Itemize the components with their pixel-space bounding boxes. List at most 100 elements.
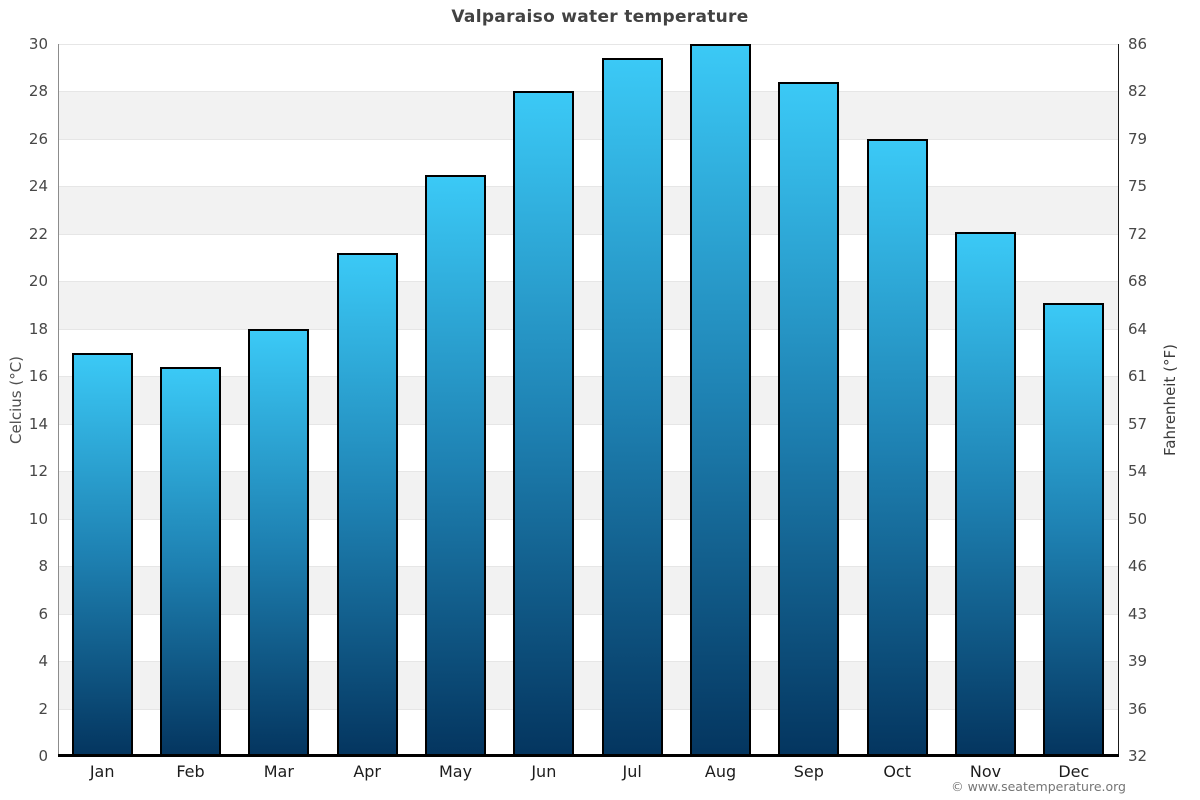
grid-band	[58, 708, 1118, 756]
y-tick-fahrenheit-36: 36	[1128, 699, 1148, 718]
x-tick-nov: Nov	[969, 762, 1002, 781]
bar-feb	[160, 366, 221, 756]
x-tick-aug: Aug	[704, 762, 737, 781]
gridline-14c	[58, 423, 1118, 425]
gridline-16c	[58, 376, 1118, 378]
y-tick-celsius-16: 16	[28, 367, 48, 386]
gridline-10c	[58, 518, 1118, 520]
y-axis-line-right	[1118, 44, 1119, 756]
x-tick-apr: Apr	[353, 762, 381, 781]
grid-band	[58, 518, 1118, 567]
y-tick-fahrenheit-39: 39	[1128, 652, 1148, 671]
x-tick-mar: Mar	[263, 762, 294, 781]
y-tick-fahrenheit-57: 57	[1128, 414, 1148, 433]
y-tick-fahrenheit-64: 64	[1128, 319, 1148, 338]
gridline-24c	[58, 186, 1118, 188]
grid-band	[58, 281, 1118, 329]
y-tick-celsius-14: 14	[28, 414, 48, 433]
gridline-26c	[58, 138, 1118, 140]
grid-band	[58, 233, 1118, 282]
y-tick-celsius-22: 22	[28, 224, 48, 243]
month-labels: Jan Feb Mar Apr May Jun Jul Aug Sep Oct Nov Dec	[58, 760, 1118, 784]
x-tick-dec: Dec	[1058, 762, 1090, 781]
gridline-8c	[58, 566, 1118, 568]
grid-band	[58, 138, 1118, 187]
grid-band	[58, 328, 1118, 377]
fahrenheit-axis-label-wrap: Fahrenheit (°F)	[1156, 44, 1184, 756]
y-tick-fahrenheit-72: 72	[1128, 224, 1148, 243]
y-tick-fahrenheit-82: 82	[1128, 82, 1148, 101]
x-tick-feb: Feb	[176, 762, 205, 781]
gridline-30c	[58, 44, 1118, 45]
y-tick-celsius-8: 8	[38, 557, 48, 576]
grid-band	[58, 376, 1118, 424]
grid-band	[58, 613, 1118, 662]
bar-jan	[71, 352, 133, 756]
bar-sep	[778, 81, 840, 756]
x-tick-jan: Jan	[89, 762, 115, 781]
y-tick-fahrenheit-75: 75	[1128, 177, 1148, 196]
grid-band	[58, 44, 1118, 92]
y-tick-fahrenheit-32: 32	[1128, 747, 1148, 765]
chart-title: Valparaiso water temperature	[451, 7, 749, 27]
gridline-28c	[58, 91, 1118, 93]
y-tick-celsius-10: 10	[28, 509, 48, 528]
grid-band	[58, 423, 1118, 472]
bar-dec	[1043, 302, 1105, 756]
celsius-axis-label: Celcius (°C)	[7, 355, 25, 445]
y-tick-fahrenheit-43: 43	[1128, 604, 1148, 623]
y-tick-celsius-28: 28	[28, 82, 48, 101]
y-tick-celsius-0: 0	[38, 747, 48, 765]
celsius-axis-label-wrap: Celcius (°C)	[2, 44, 30, 756]
x-axis-line	[58, 754, 1119, 757]
grid-band	[58, 471, 1118, 519]
y-tick-fahrenheit-46: 46	[1128, 557, 1148, 576]
bar-aug	[690, 44, 751, 756]
y-tick-celsius-20: 20	[28, 272, 48, 291]
y-tick-celsius-2: 2	[38, 699, 48, 718]
y-tick-celsius-4: 4	[38, 652, 48, 671]
y-tick-celsius-30: 30	[28, 35, 48, 53]
bar-may	[425, 174, 486, 756]
y-tick-fahrenheit-50: 50	[1128, 509, 1148, 528]
x-tick-oct: Oct	[883, 762, 911, 781]
y-tick-celsius-12: 12	[28, 462, 48, 481]
y-tick-celsius-6: 6	[38, 604, 48, 623]
gridline-18c	[58, 328, 1118, 330]
grid-band	[58, 661, 1118, 709]
gridline-4c	[58, 661, 1118, 663]
bar-apr	[336, 252, 398, 756]
x-tick-sep: Sep	[793, 762, 824, 781]
grid-band	[58, 566, 1118, 614]
fahrenheit-axis-label: Fahrenheit (°F)	[1161, 344, 1180, 456]
grid-band	[58, 186, 1118, 234]
gridline-6c	[58, 613, 1118, 615]
bar-oct	[866, 138, 928, 756]
y-tick-fahrenheit-86: 86	[1128, 35, 1148, 53]
y-tick-celsius-24: 24	[28, 177, 48, 196]
gridline-20c	[58, 281, 1118, 283]
y-tick-fahrenheit-61: 61	[1128, 367, 1148, 386]
y-tick-celsius-26: 26	[28, 129, 48, 148]
bar-jun	[513, 91, 575, 756]
bar-mar	[248, 328, 310, 756]
plot-area	[58, 44, 1118, 757]
y-tick-fahrenheit-68: 68	[1128, 272, 1148, 291]
bar-nov	[955, 231, 1016, 756]
grid-band	[58, 91, 1118, 139]
gridline-22c	[58, 233, 1118, 235]
x-tick-jun: Jun	[531, 762, 557, 781]
bar-jul	[601, 58, 663, 756]
fahrenheit-tick-labels: 32 36 39 43 46 50 54 57 61 64 68 72 75 79 82 86	[1128, 35, 1188, 765]
gridline-12c	[58, 471, 1118, 473]
copyright-text: © www.seatemperature.org	[951, 779, 1126, 794]
gridline-2c	[58, 708, 1118, 710]
y-axis-line-left	[58, 44, 59, 756]
y-tick-fahrenheit-54: 54	[1128, 462, 1148, 481]
y-tick-fahrenheit-79: 79	[1128, 129, 1148, 148]
x-tick-jul: Jul	[622, 762, 642, 781]
y-tick-celsius-18: 18	[28, 319, 48, 338]
x-tick-may: May	[438, 762, 473, 781]
celsius-tick-labels: 0 2 4 6 8 10 12 14 16 18 20 22 24 26 28 30	[0, 35, 48, 765]
